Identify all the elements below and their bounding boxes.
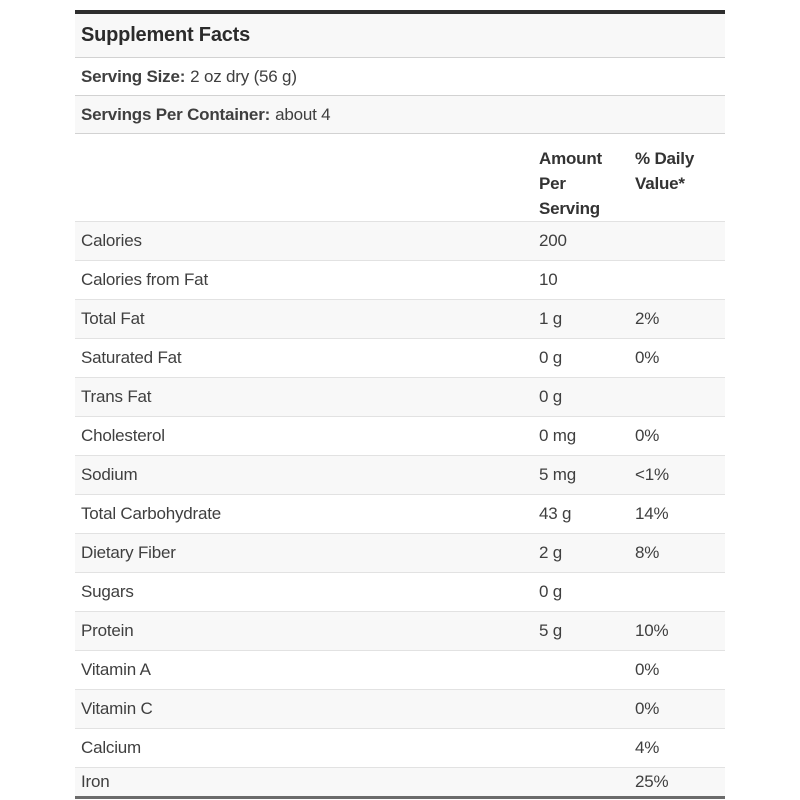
nutrient-name: Calcium (81, 738, 142, 757)
servings-per-container-row: Servings Per Container: about 4 (75, 95, 725, 133)
nutrient-amount: 0 g (539, 348, 563, 367)
table-row: Sugars 0 g (75, 572, 725, 611)
nutrient-amount: 0 mg (539, 426, 576, 445)
serving-size: Serving Size: 2 oz dry (56 g) (81, 67, 719, 87)
column-header-row: Amount Per Serving % Daily Value* (75, 133, 725, 221)
nutrient-daily-value: 4% (635, 738, 660, 757)
nutrient-daily-value: 0% (635, 699, 660, 718)
nutrient-name: Sugars (81, 582, 134, 601)
servings-per-container: Servings Per Container: about 4 (81, 105, 719, 125)
table-row: Sodium 5 mg <1% (75, 455, 725, 494)
nutrient-name: Vitamin A (81, 660, 151, 679)
nutrient-name: Trans Fat (81, 387, 152, 406)
table-row: Total Carbohydrate 43 g 14% (75, 494, 725, 533)
table-row: Calories from Fat 10 (75, 260, 725, 299)
nutrient-name: Iron (81, 772, 110, 791)
nutrient-daily-value: 0% (635, 660, 660, 679)
nutrient-name: Vitamin C (81, 699, 153, 718)
table-row: Total Fat 1 g 2% (75, 299, 725, 338)
nutrient-daily-value: 2% (635, 309, 660, 328)
nutrient-name: Saturated Fat (81, 348, 182, 367)
table-row: Saturated Fat 0 g 0% (75, 338, 725, 377)
nutrient-amount: 43 g (539, 504, 572, 523)
nutrient-amount: 2 g (539, 543, 563, 562)
nutrient-name: Sodium (81, 465, 138, 484)
nutrient-rows: Calories 200 Calories from Fat 10 Total … (75, 221, 725, 796)
nutrient-daily-value: 25% (635, 772, 669, 791)
nutrient-daily-value: 8% (635, 543, 660, 562)
table-title: Supplement Facts (81, 24, 251, 46)
nutrient-name: Calories from Fat (81, 270, 208, 289)
supplement-facts-table: Supplement Facts Serving Size: 2 oz dry (… (75, 10, 725, 799)
nutrient-amount: 1 g (539, 309, 563, 328)
table-row: Iron 25% (75, 767, 725, 796)
table-row: Dietary Fiber 2 g 8% (75, 533, 725, 572)
nutrient-daily-value: 14% (635, 504, 669, 523)
serving-size-row: Serving Size: 2 oz dry (56 g) (75, 57, 725, 95)
nutrient-daily-value: 0% (635, 348, 660, 367)
nutrient-name: Calories (81, 231, 142, 250)
daily-value-header: % Daily Value* (635, 149, 695, 193)
nutrient-name: Cholesterol (81, 426, 165, 445)
table-row: Calcium 4% (75, 728, 725, 767)
table-row: Cholesterol 0 mg 0% (75, 416, 725, 455)
nutrient-amount: 200 (539, 231, 567, 250)
servings-per-container-label: Servings Per Container: (81, 104, 271, 124)
nutrient-amount: 10 (539, 270, 558, 289)
nutrient-name: Protein (81, 621, 134, 640)
table-row: Vitamin C 0% (75, 689, 725, 728)
table-title-row: Supplement Facts (75, 14, 725, 57)
table-row: Calories 200 (75, 221, 725, 260)
table-row: Trans Fat 0 g (75, 377, 725, 416)
nutrient-amount: 5 g (539, 621, 563, 640)
nutrient-daily-value: 10% (635, 621, 669, 640)
servings-per-container-value: about 4 (275, 104, 331, 124)
serving-size-label: Serving Size: (81, 66, 186, 86)
serving-size-value: 2 oz dry (56 g) (190, 66, 297, 86)
nutrient-daily-value: <1% (635, 465, 669, 484)
table-row: Protein 5 g 10% (75, 611, 725, 650)
nutrient-amount: 5 mg (539, 465, 576, 484)
nutrient-name: Total Fat (81, 309, 145, 328)
amount-per-serving-header: Amount Per Serving (539, 149, 603, 218)
table-row: Vitamin A 0% (75, 650, 725, 689)
nutrient-daily-value: 0% (635, 426, 660, 445)
nutrient-name: Dietary Fiber (81, 543, 176, 562)
nutrient-amount: 0 g (539, 582, 563, 601)
nutrient-amount: 0 g (539, 387, 563, 406)
nutrient-name: Total Carbohydrate (81, 504, 222, 523)
